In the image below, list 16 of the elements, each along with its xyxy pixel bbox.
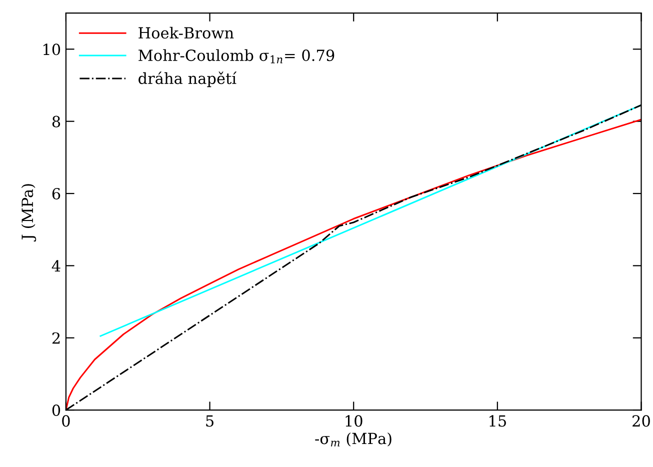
y-tick-label: 4: [52, 260, 60, 272]
x-axis-title: -σ$_{m}$ (MPa): [315, 432, 392, 446]
y-tick-label: 6: [52, 188, 60, 200]
y-tick-label: 2: [52, 332, 60, 344]
legend-label: dráha napětí: [138, 72, 237, 88]
y-tick-label: 0: [52, 404, 60, 416]
legend-label: Hoek-Brown: [138, 26, 234, 39]
x-tick-label: 15: [490, 415, 506, 427]
x-tick-label: 10: [346, 415, 362, 427]
legend-label: Mohr-Coulomb σ$_{1n}$= 0.79: [138, 49, 334, 64]
y-axis-title: J (MPa): [21, 184, 36, 242]
x-tick-label: 5: [206, 415, 214, 427]
x-tick-label: 20: [632, 415, 650, 427]
y-tick-label: 10: [44, 44, 60, 56]
y-tick-label: 8: [52, 116, 60, 128]
x-tick-label: 0: [62, 415, 70, 427]
